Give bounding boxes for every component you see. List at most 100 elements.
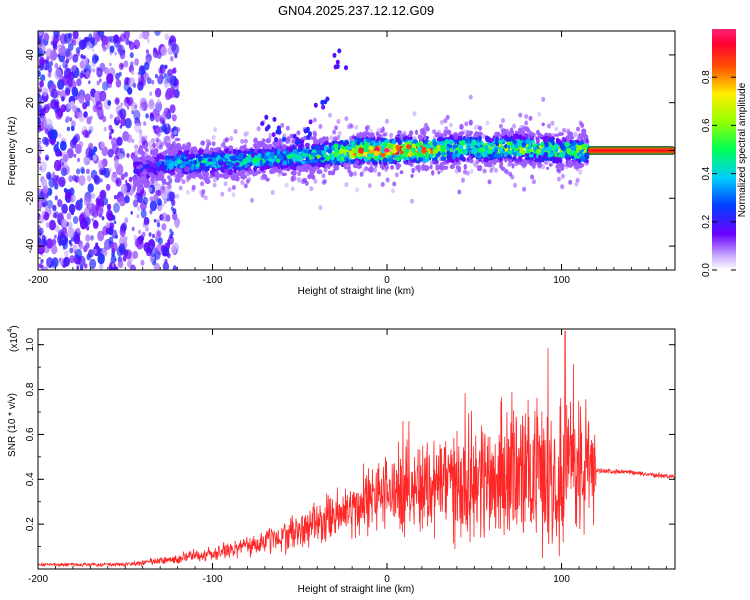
spectrogram-ridge-cell xyxy=(452,144,456,150)
spectrogram-noise-cell xyxy=(61,203,68,214)
spectrogram-noise-cell xyxy=(152,49,159,59)
spectrogram-noise-cell xyxy=(58,150,63,157)
spectrogram-halo-cell xyxy=(541,96,546,102)
spectrogram-ridge-cell xyxy=(207,158,213,162)
spectrogram-ridge-cell xyxy=(244,156,251,162)
spectrogram-halo-cell xyxy=(389,132,394,138)
spectrogram-ridge-cell xyxy=(405,159,409,164)
spectrogram-halo-cell xyxy=(181,179,186,185)
spectrogram-noise-cell xyxy=(122,114,126,119)
spectrogram-ridge-cell xyxy=(559,143,563,149)
spectrogram-ridge-cell xyxy=(364,125,369,132)
spectrogram-ytick-label: 40 xyxy=(25,49,36,61)
spectrogram-ridge-cell xyxy=(177,149,183,155)
spectrogram-ridge-cell xyxy=(150,157,155,163)
spectrogram-ridge-cell xyxy=(557,154,561,158)
spectrogram-halo-cell xyxy=(134,194,139,199)
spectrogram-ridge-cell xyxy=(349,154,354,159)
spectrogram-ridge-cell xyxy=(471,139,477,145)
spectrogram-noise-cell xyxy=(46,171,52,180)
spectrogram-ytick-label: 0 xyxy=(25,147,36,153)
spectrogram-halo-cell xyxy=(201,189,206,195)
spectrogram-ridge-cell xyxy=(489,156,494,161)
spectrogram-noise-cell xyxy=(78,213,86,224)
spectrogram-noise-cell xyxy=(134,122,141,133)
spectrogram-ridge-cell xyxy=(534,158,539,163)
spectrogram-ridge-cell xyxy=(172,150,177,156)
spectrogram-halo-cell xyxy=(240,180,245,186)
spectrogram-ridge-cell xyxy=(367,167,374,172)
spectrogram-halo-cell xyxy=(233,129,238,134)
spectrogram-halo-cell xyxy=(151,138,155,144)
spectrogram-ridge-cell xyxy=(227,169,234,175)
spectrogram-ridge-cell xyxy=(391,139,396,145)
spectrogram-noise-cell xyxy=(63,256,70,267)
spectrogram-noise-cell xyxy=(118,243,126,254)
spectrogram-noise-cell xyxy=(142,140,149,150)
spectrogram-feature-cell xyxy=(308,131,312,137)
spectrogram-noise-cell xyxy=(140,259,145,266)
spectrogram-ridge-cell xyxy=(402,136,407,142)
spectrogram-ridge-cell xyxy=(443,132,448,137)
snr-yscale-exp: 4 xyxy=(7,329,14,333)
spectrogram-halo-cell xyxy=(213,127,218,133)
spectrogram-ridge-cell xyxy=(560,166,565,171)
spectrogram-noise-cell xyxy=(72,174,77,182)
svg-text:(x104): (x104) xyxy=(7,325,20,352)
spectrogram-noise-cell xyxy=(57,43,61,49)
spectrogram-noise-cell xyxy=(92,68,96,73)
spectrogram-halo-cell xyxy=(309,186,314,192)
spectrogram-ridge-cell xyxy=(261,138,266,143)
spectrogram-ylabel: Frequency (Hz) xyxy=(7,117,18,186)
spectrogram-ridge-cell xyxy=(133,184,137,189)
spectrogram-noise-cell xyxy=(89,36,95,45)
spectrogram-ridge-cell xyxy=(193,159,198,166)
spectrogram-ridge-cell xyxy=(184,150,190,154)
spectrogram-noise-cell xyxy=(38,86,43,93)
spectrogram-ridge-cell xyxy=(347,164,351,171)
spectrogram-noise-cell xyxy=(102,35,109,46)
spectrogram-noise-cell xyxy=(124,217,129,224)
spectrogram-ridge-cell xyxy=(357,134,362,139)
spectrogram-noise-cell xyxy=(78,95,85,104)
spectrogram-ridge-cell xyxy=(346,146,353,151)
spectrogram-ridge-cell xyxy=(179,164,184,169)
spectrogram-ridge-cell xyxy=(311,159,318,163)
spectrogram-noise-cell xyxy=(124,77,130,86)
spectrogram-noise-cell xyxy=(61,151,69,163)
spectrogram-noise-cell xyxy=(109,135,112,140)
spectrogram-ridge-cell xyxy=(138,149,144,153)
spectrogram-halo-cell xyxy=(336,119,341,124)
snr-yscale-close: ) xyxy=(9,325,20,328)
spectrogram-noise-cell xyxy=(58,133,62,138)
spectrogram-ridge-cell xyxy=(265,177,270,182)
spectrogram-halo-cell xyxy=(144,198,149,203)
spectrogram-ridge-cell xyxy=(381,126,385,133)
spectrogram-ridge-cell xyxy=(536,129,540,136)
spectrogram-noise-cell xyxy=(38,242,44,252)
spectrogram-ridge-cell xyxy=(176,168,183,175)
spectrogram-halo-cell xyxy=(353,171,357,177)
spectrogram-ridge-cell xyxy=(349,159,354,163)
spectrogram-noise-cell xyxy=(96,67,103,78)
spectrogram-halo-cell xyxy=(377,171,382,177)
spectrogram-noise-cell xyxy=(48,60,54,67)
spectrogram-x-axis: -200 -100 0 100 xyxy=(28,31,667,286)
spectrogram-ridge-cell xyxy=(211,171,215,177)
spectrogram-halo-cell xyxy=(191,184,196,190)
spectrogram-ridge-cell xyxy=(437,136,443,142)
spectrogram-noise-cell xyxy=(130,211,133,215)
spectrogram-halo-cell xyxy=(328,112,332,118)
spectrogram-noise-cell xyxy=(102,81,109,91)
spectrogram-noise-cell xyxy=(117,259,124,269)
colorbar-tick-label: 0.0 xyxy=(701,263,712,277)
spectrogram-ridge-cell xyxy=(139,145,143,150)
spectrogram-feature-cell xyxy=(260,121,265,127)
spectrogram-ridge-cell xyxy=(393,160,398,165)
spectrogram-ridge-cell xyxy=(344,166,348,170)
spectrogram-noise-cell xyxy=(70,100,75,108)
spectrogram-noise-cell xyxy=(83,196,91,207)
spectrogram-ridge-cell xyxy=(323,160,328,165)
spectrogram-noise-cell xyxy=(88,249,94,258)
figure-title: GN04.2025.237.12.12.G09 xyxy=(278,3,434,18)
